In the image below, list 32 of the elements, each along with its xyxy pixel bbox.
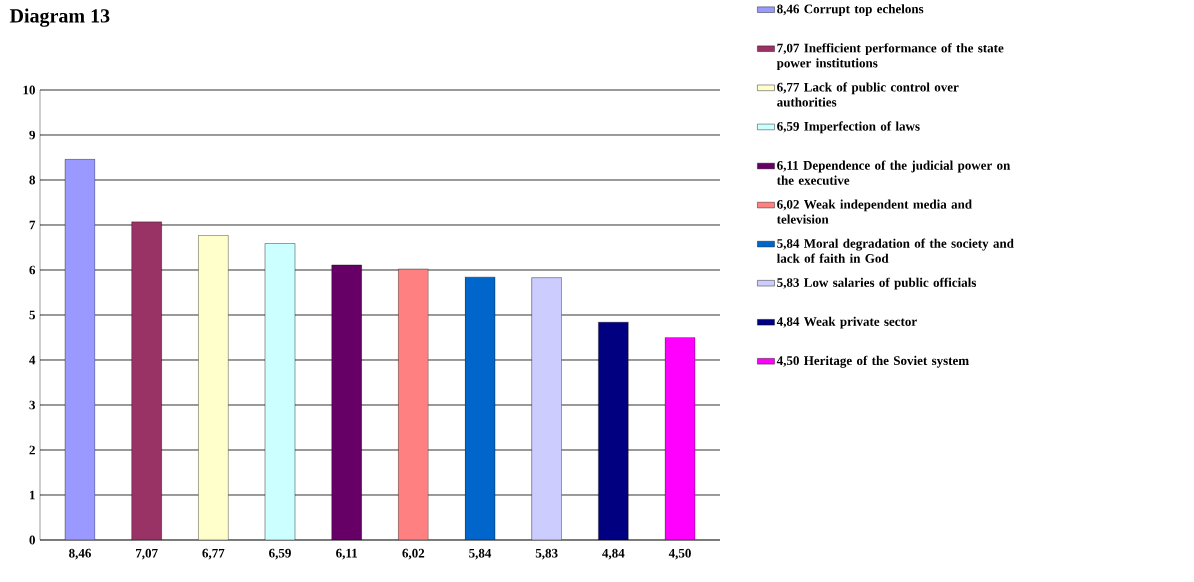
legend-label: 7,07 Inefficient performance of the state power institutions bbox=[776, 43, 1004, 71]
legend-label: 6,59 Imperfection of laws bbox=[777, 121, 920, 134]
legend-label: 4,50 Heritage of the Soviet system bbox=[776, 355, 969, 368]
y-tick-label: 5 bbox=[29, 310, 35, 320]
legend-label: 5,83 Low salaries of public officials bbox=[777, 277, 977, 290]
x-tick-label: 6,02 bbox=[402, 548, 425, 560]
legend-label: 8,46 Corrupt top echelons bbox=[777, 4, 924, 16]
x-tick-label: 8,46 bbox=[69, 548, 91, 560]
legend-label: 4,84 Weak private sector bbox=[776, 316, 917, 329]
legend-label: 5,84 Moral degradation of the society and lack of faith in God bbox=[776, 238, 1014, 263]
y-tick-label: 4 bbox=[29, 355, 36, 365]
x-tick-label: 6,77 bbox=[202, 548, 225, 560]
y-tick-label: 2 bbox=[29, 445, 35, 455]
y-tick-label: 8 bbox=[29, 175, 36, 185]
chart-title: Diagram 13 bbox=[9, 8, 110, 27]
legend-label: 6,77 Lack of public control over authorities bbox=[777, 82, 959, 107]
x-tick-label: 4,84 bbox=[602, 548, 625, 560]
y-tick-label: 9 bbox=[29, 130, 36, 140]
x-tick-label: 4,50 bbox=[668, 548, 691, 560]
y-tick-label: 1 bbox=[30, 490, 35, 500]
x-tick-label: 6,11 bbox=[336, 548, 358, 560]
y-tick-label: 7 bbox=[29, 220, 36, 230]
y-tick-label: 0 bbox=[29, 535, 35, 545]
x-tick-label: 5,84 bbox=[469, 548, 492, 560]
legend-label: 6,11 Dependence of the judicial power on the executive bbox=[776, 160, 1011, 185]
y-tick-label: 3 bbox=[29, 400, 36, 410]
legend-label: 6,02 Weak independent media and television bbox=[776, 199, 972, 224]
y-tick-label: 10 bbox=[23, 85, 35, 95]
x-tick-label: 7,07 bbox=[136, 548, 158, 560]
y-tick-label: 6 bbox=[29, 265, 36, 275]
x-tick-label: 6,59 bbox=[269, 548, 291, 560]
x-tick-label: 5,83 bbox=[535, 548, 558, 560]
